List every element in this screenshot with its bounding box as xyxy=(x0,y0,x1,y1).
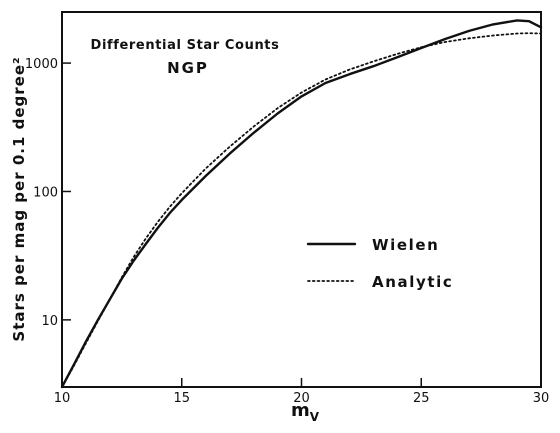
legend-label-wielen: Wielen xyxy=(372,236,439,254)
x-tick-label-10: 10 xyxy=(54,391,71,406)
x-axis-label-subscript: V xyxy=(310,410,320,424)
y-tick-label-1000: 1000 xyxy=(25,57,58,72)
legend-label-analytic: Analytic xyxy=(372,273,453,291)
plot-frame xyxy=(61,11,542,388)
x-axis-label-main: m xyxy=(291,400,310,421)
x-tick-label-15: 15 xyxy=(173,391,190,406)
y-tick-label-100: 100 xyxy=(33,185,58,200)
x-axis-label: mV xyxy=(291,400,320,424)
series-line-analytic xyxy=(61,32,542,388)
y-axis-label: Stars per mag per 0.1 degree² xyxy=(10,56,28,341)
x-tick-label-20: 20 xyxy=(293,391,310,406)
tick-layer: 10 15 20 25 30 10 100 1000 xyxy=(25,57,549,406)
chart-title: Differential Star Counts xyxy=(91,38,280,53)
series-layer xyxy=(60,19,543,389)
chart-subtitle: NGP xyxy=(167,59,209,77)
series-line-wielen xyxy=(60,19,543,389)
y-tick-label-10: 10 xyxy=(41,314,58,329)
x-tick-label-25: 25 xyxy=(413,391,430,406)
x-tick-label-30: 30 xyxy=(533,391,550,406)
